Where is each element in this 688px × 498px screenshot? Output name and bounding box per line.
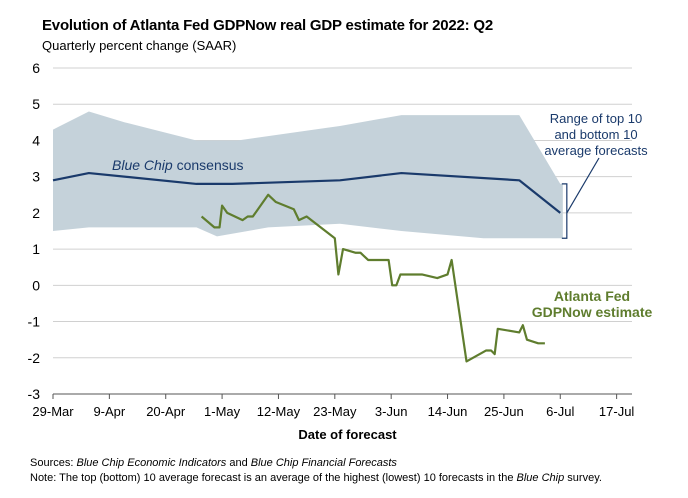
x-tick-label: 20-Apr bbox=[146, 404, 186, 419]
range-band bbox=[53, 111, 563, 239]
x-tick-label: 29-Mar bbox=[32, 404, 74, 419]
sources-part2: Blue Chip Financial Forecasts bbox=[250, 457, 397, 469]
gdpnow-estimate-line bbox=[200, 193, 545, 363]
blue-chip-consensus-line bbox=[52, 171, 561, 214]
x-tick-label: 17-Jul bbox=[599, 404, 635, 419]
y-tick-label: 0 bbox=[32, 277, 40, 293]
x-tick-label: 23-May bbox=[313, 404, 357, 419]
note-text-after: survey. bbox=[567, 472, 602, 484]
note-text-before: The top (bottom) 10 average forecast is … bbox=[59, 472, 514, 484]
axes: 6 5 4 3 2 1 0 -1 -2 -3 29-Mar 9-Apr 20-Apr 1-May 12-Ma… bbox=[28, 60, 635, 442]
sources-and: and bbox=[229, 457, 248, 469]
note-label: Note: bbox=[30, 472, 57, 484]
sources-label: Sources: bbox=[30, 457, 74, 469]
consensus-word: consensus bbox=[173, 157, 244, 173]
x-tick-label: 1-May bbox=[204, 404, 241, 419]
y-tick-label: -3 bbox=[28, 386, 41, 402]
note-italic: Blue Chip bbox=[516, 472, 565, 484]
sources-line: Sources: Blue Chip Economic Indicators a… bbox=[30, 457, 397, 469]
series-lines bbox=[52, 171, 561, 363]
x-tick-label: 9-Apr bbox=[93, 404, 125, 419]
y-tick-label: 1 bbox=[32, 241, 40, 257]
gdpnow-label-line: Atlanta Fed bbox=[554, 288, 630, 304]
y-tick-label: 6 bbox=[32, 60, 40, 76]
y-tick-label: -1 bbox=[28, 314, 41, 330]
gdpnow-label-line: GDPNow estimate bbox=[532, 304, 653, 320]
range-label-line: Range of top 10 bbox=[550, 111, 643, 126]
sources-part1: Blue Chip Economic Indicators bbox=[76, 457, 227, 469]
y-tick-label: 5 bbox=[32, 96, 40, 112]
y-tick-label: 4 bbox=[32, 132, 40, 148]
x-tick-label: 3-Jun bbox=[375, 404, 408, 419]
y-tick-label: 3 bbox=[32, 169, 40, 185]
x-axis-title: Date of forecast bbox=[298, 427, 397, 442]
note-line: Note: The top (bottom) 10 average foreca… bbox=[30, 472, 602, 484]
x-tick-label: 12-May bbox=[257, 404, 301, 419]
chart-title: Evolution of Atlanta Fed GDPNow real GDP… bbox=[42, 17, 494, 34]
range-pointer-line bbox=[566, 157, 600, 214]
x-tick-label: 6-Jul bbox=[546, 404, 574, 419]
range-label-line: average forecasts bbox=[544, 143, 648, 158]
blue-chip-consensus-label: Blue Chip consensus bbox=[112, 157, 244, 173]
x-tick-label: 14-Jun bbox=[428, 404, 468, 419]
y-tick-label: 2 bbox=[32, 205, 40, 221]
range-bracket bbox=[561, 183, 568, 239]
range-band-area bbox=[53, 111, 563, 239]
y-tick-label: -2 bbox=[28, 350, 41, 366]
chart-subtitle: Quarterly percent change (SAAR) bbox=[42, 38, 237, 53]
x-tick-label: 25-Jun bbox=[484, 404, 524, 419]
range-label-line: and bottom 10 bbox=[554, 127, 637, 142]
blue-chip-italic: Blue Chip bbox=[112, 157, 173, 173]
